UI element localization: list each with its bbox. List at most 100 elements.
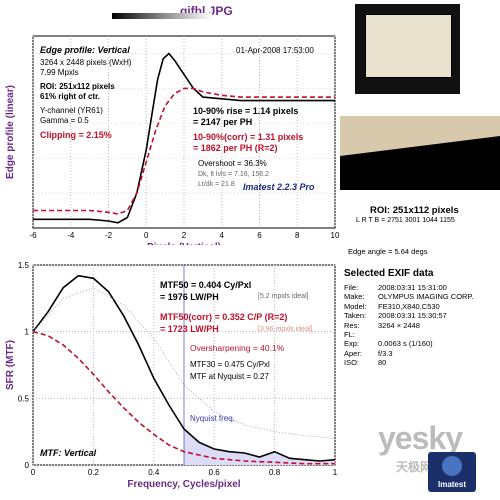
x-tick-label: -2	[105, 231, 113, 240]
right-lrtb: L R T B = 2751 3001 1044 1155	[356, 217, 455, 224]
roi-position: 61% right of ctr.	[40, 92, 101, 101]
mtf30-info: MTF30 = 0.475 Cy/Pxl	[190, 360, 270, 369]
y-tick-label: 0	[25, 461, 30, 470]
exif-value: 2008:03:31 15:30:57	[378, 311, 447, 321]
x-tick-label: 1	[333, 468, 338, 477]
exif-row: ISO: 80	[344, 358, 474, 367]
exif-row: Exp: 0.0063 s (1/160)	[344, 339, 474, 348]
series-line-0	[33, 52, 335, 224]
exif-key: FL:	[344, 329, 355, 339]
rise-per-ph: = 2147 per PH	[193, 117, 253, 127]
mtf50-ideal: [5.2 mpxls ideal]	[258, 293, 309, 300]
logo-label: Imatest	[437, 480, 466, 489]
mtf-nyquist-info: MTF at Nyquist = 0.27	[190, 372, 269, 381]
exif-row: File: 2008:03:31 15:31:00	[344, 283, 474, 292]
x-tick-label: 4	[220, 231, 225, 240]
mtf-chart: 0 0.2 0.4 0.6 0.8 1 0 0.5 1 1.5 Frequency, Cycles/…	[5, 261, 338, 490]
exif-title: Selected EXIF data	[344, 268, 434, 279]
clipping-info: Clipping = 2.15%	[40, 130, 112, 140]
exif-row: Aper: f/3.3	[344, 349, 474, 358]
test-chart-thumbnail	[355, 4, 460, 94]
exif-key: Taken:	[344, 311, 367, 321]
oversharpening-info: Oversharpening = 40.1%	[190, 343, 285, 353]
series-line-1	[33, 87, 335, 215]
pixels-info: 3264 x 2448 pixels (WxH)	[40, 58, 132, 67]
tone-strip	[112, 13, 212, 19]
edge-date: 01-Apr-2008 17:53:00	[236, 46, 314, 55]
x-tick-label: 2	[182, 231, 187, 240]
series-line-1	[32, 330, 335, 465]
series-line-2	[32, 287, 336, 439]
edge-header: Edge profile: Vertical	[40, 45, 130, 55]
roi-crop-image	[340, 116, 500, 190]
series-line-0	[32, 274, 336, 462]
x-tick-label: 8	[295, 231, 300, 240]
exif-row: Make: OLYMPUS IMAGING CORP.	[344, 292, 474, 301]
exif-value: 3264 × 2448	[378, 320, 420, 330]
x-tick-label: 6	[257, 231, 262, 240]
nyquist-shade	[184, 429, 335, 465]
channel-info: Y-channel (YR61)	[40, 106, 103, 115]
y-axis-label: SFR (MTF)	[5, 340, 16, 390]
logo-circle	[442, 456, 462, 476]
roi-crop-svg	[340, 136, 500, 190]
nyquist-label: Nyquist freq.	[190, 414, 235, 423]
exif-row: FL:	[344, 330, 474, 339]
dk-levels: Dk, lt lvls = 7.16, 156.2	[198, 171, 270, 178]
exif-value: FE310,X840,C530	[378, 301, 440, 311]
exif-key: Model:	[344, 301, 367, 311]
x-axis-label: Pixels (Vertical)	[147, 242, 221, 245]
exif-list: File: 2008:03:31 15:31:00 Make: OLYMPUS IMA…	[344, 283, 474, 367]
watermark-text: yesky	[378, 420, 463, 456]
x-tick-label: 0	[144, 231, 149, 240]
x-tick-label: 10	[331, 231, 340, 240]
exif-key: ISO:	[344, 358, 360, 367]
exif-key: Aper:	[344, 348, 362, 358]
exif-key: Res:	[344, 320, 360, 330]
y-tick-label: 1.5	[18, 261, 30, 270]
rise-corr-value: 10-90%(corr) = 1.31 pixels	[193, 132, 304, 142]
exif-value: f/3.3	[378, 348, 393, 358]
x-tick-label: 0	[31, 468, 36, 477]
x-tick-label: 0.2	[88, 468, 100, 477]
roi-dark-region	[340, 136, 500, 190]
roi-info: ROI: 251x112 pixels	[40, 82, 115, 91]
test-chart-card	[365, 14, 452, 78]
lt-dk-ratio: Lt/dk = 21.8	[198, 181, 235, 188]
x-axis-label: Frequency, Cycles/pixel	[127, 479, 240, 490]
rise-corr-per-ph: = 1862 per PH (R=2)	[193, 143, 278, 153]
mtf50-corr-ideal: [3.96 mpxls ideal]	[258, 326, 313, 333]
mtf-header: MTF: Vertical	[40, 448, 97, 458]
edge-profile-chart: -6 -4 -2 0 2 4 6 8 10 Pixels (Vertical) Edge profi…	[5, 35, 340, 245]
x-tick-label: 0.8	[269, 468, 281, 477]
exif-value: 2008:03:31 15:31:00	[378, 283, 447, 292]
mtf50-lwph: = 1976 LW/PH	[160, 292, 219, 302]
mpxls-info: 7.99 Mpxls	[40, 68, 79, 77]
edge-angle: Edge angle = 5.64 degs	[348, 247, 428, 256]
exif-value: 80	[378, 358, 387, 367]
right-roi: ROI: 251x112 pixels	[370, 205, 459, 216]
gamma-info: Gamma = 0.5	[40, 116, 89, 125]
mtf50-value: MTF50 = 0.404 Cy/Pxl	[160, 280, 252, 290]
x-tick-label: 0.4	[148, 468, 160, 477]
x-tick-label: 0.6	[209, 468, 221, 477]
watermark-cn: 天极网	[396, 460, 433, 474]
rise-value: 10-90% rise = 1.14 pixels	[193, 106, 299, 116]
exif-row: Res: 3264 × 2448	[344, 321, 474, 330]
y-axis-label: Edge profile (linear)	[5, 85, 16, 179]
mtf50-corr-value: MTF50(corr) = 0.352 C/P (R=2)	[160, 312, 288, 322]
exif-value: OLYMPUS IMAGING CORP.	[378, 292, 474, 302]
exif-key: Make:	[344, 292, 365, 302]
x-tick-label: -6	[29, 231, 37, 240]
exif-key: File:	[344, 283, 359, 292]
imatest-brand: Imatest 2.2.3 Pro	[243, 182, 315, 192]
mtf50-corr-lwph: = 1723 LW/PH	[160, 324, 219, 334]
exif-row: Model: FE310,X840,C530	[344, 302, 474, 311]
exif-key: Exp:	[344, 339, 360, 349]
y-tick-label: 0.5	[18, 394, 30, 403]
overshoot-info: Overshoot = 36.3%	[198, 159, 267, 168]
y-tick-label: 1	[25, 328, 30, 337]
exif-value: 0.0063 s (1/160)	[378, 339, 433, 349]
exif-row: Taken: 2008:03:31 15:30:57	[344, 311, 474, 320]
x-tick-label: -4	[67, 231, 75, 240]
